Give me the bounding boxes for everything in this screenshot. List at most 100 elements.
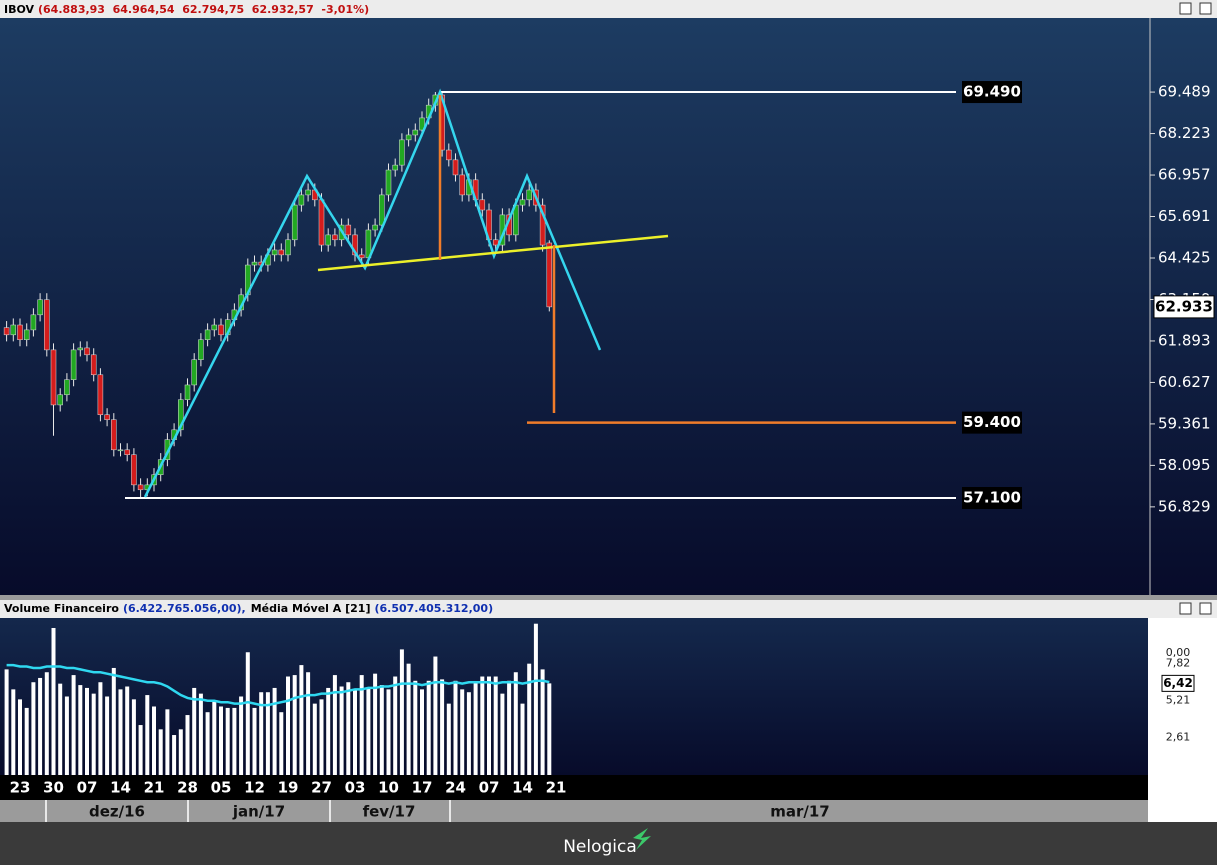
volume-bar (366, 687, 371, 775)
volume-bar (91, 693, 96, 775)
volume-bar (527, 663, 532, 775)
volume-bar (64, 696, 69, 775)
volume-bar (31, 682, 36, 775)
volume-bar (379, 685, 384, 775)
volume-bar (540, 669, 545, 775)
y-tick-label: 64.425 (1158, 248, 1211, 266)
volume-bar (131, 699, 136, 775)
candle-body (57, 394, 63, 406)
candle-body (184, 384, 191, 400)
restore-button[interactable] (1179, 2, 1192, 15)
candle-body (30, 314, 37, 331)
candle-body (318, 199, 325, 246)
splitter[interactable] (0, 595, 1217, 600)
restore-button[interactable] (1179, 602, 1192, 615)
volume-bar (265, 692, 270, 775)
y-tick-label: 61.893 (1158, 331, 1211, 349)
candle-body (10, 324, 17, 336)
candle-body (459, 174, 465, 196)
candle-body (492, 239, 499, 246)
candle-body (23, 329, 30, 340)
moving-average (6, 663, 550, 707)
x-tick-label: 14 (110, 779, 131, 797)
candle-body (124, 449, 130, 455)
volume-bar (393, 676, 398, 775)
volume-bar (466, 692, 471, 775)
volume-bar (111, 667, 116, 775)
volume-bar (172, 735, 177, 775)
candle-body (211, 324, 218, 331)
candle-body (37, 299, 43, 316)
volume-header (0, 600, 1217, 618)
volume-bar (259, 692, 264, 775)
volume-bar (292, 675, 297, 775)
volume-bar (198, 693, 203, 775)
volume-bar (232, 707, 237, 775)
logo-mark (633, 828, 651, 850)
candle-body (111, 419, 117, 451)
candle-body (298, 194, 305, 206)
volume-bar (145, 695, 150, 775)
candle-body (70, 349, 77, 380)
volume-bar (225, 707, 230, 775)
month-label: dez/16 (89, 803, 145, 821)
candle-body (285, 239, 291, 256)
volume-bar (507, 680, 512, 775)
maximize-button[interactable] (1199, 2, 1212, 15)
candle-body (104, 414, 110, 420)
neckline (317, 234, 669, 272)
last-price-badge (1153, 295, 1215, 319)
volume-bar (332, 675, 337, 775)
volume-bar (493, 676, 498, 775)
candle-body (358, 254, 365, 259)
level-badge (962, 81, 1022, 104)
price-pane (0, 18, 1217, 595)
volume-bar (138, 725, 143, 775)
candle-body (452, 159, 459, 176)
volume-bar (78, 685, 83, 775)
candle-body (479, 199, 486, 211)
volume-bar (245, 652, 250, 775)
candle-body (64, 379, 70, 396)
volume-bar (286, 676, 290, 775)
current-badge (1161, 674, 1195, 692)
level-label: 59.400 (963, 413, 1021, 431)
candle-body (291, 204, 298, 241)
volume-bar (24, 707, 29, 775)
volume-bar (346, 682, 351, 775)
volume-axis (1148, 618, 1217, 775)
window-quote: (64.883,93 64.964,54 62.794,75 62.932,57… (38, 3, 369, 16)
volume-bar (158, 729, 163, 775)
footer (0, 822, 1217, 861)
volume-bar (178, 729, 183, 775)
y-tick-label: 58.095 (1158, 456, 1211, 474)
candle-body (412, 129, 419, 136)
volume-bar (152, 706, 156, 775)
month-separators (45, 800, 451, 822)
volume-bar (205, 712, 210, 775)
volume-bar (373, 673, 378, 775)
volume-bar (71, 675, 76, 775)
candle-body (17, 324, 23, 340)
candle-body (77, 347, 84, 351)
volume-bar (212, 700, 217, 775)
candle-body (251, 261, 258, 266)
y-tick-label: 2,61 (1166, 731, 1191, 744)
volume-bar (98, 682, 103, 775)
volume-bar (386, 689, 391, 775)
y-tick-label: 59.361 (1158, 414, 1211, 432)
volume-bar (500, 693, 505, 775)
volume-bar (279, 712, 284, 775)
candle-body (271, 249, 278, 256)
volume-bar (51, 627, 56, 775)
legend-name: Volume Financeiro (4, 602, 119, 615)
candle-body (526, 189, 532, 201)
candle-body (117, 449, 124, 452)
x-tick-label: 07 (479, 779, 500, 797)
volume-legend: Volume Financeiro (6.422.765.056,00), Médi… (4, 602, 493, 615)
y-tick-label: 60.627 (1158, 373, 1211, 391)
volume-bar (433, 656, 438, 775)
candle-body (278, 249, 285, 256)
x-tick-label: 19 (278, 779, 299, 797)
maximize-button[interactable] (1199, 602, 1212, 615)
